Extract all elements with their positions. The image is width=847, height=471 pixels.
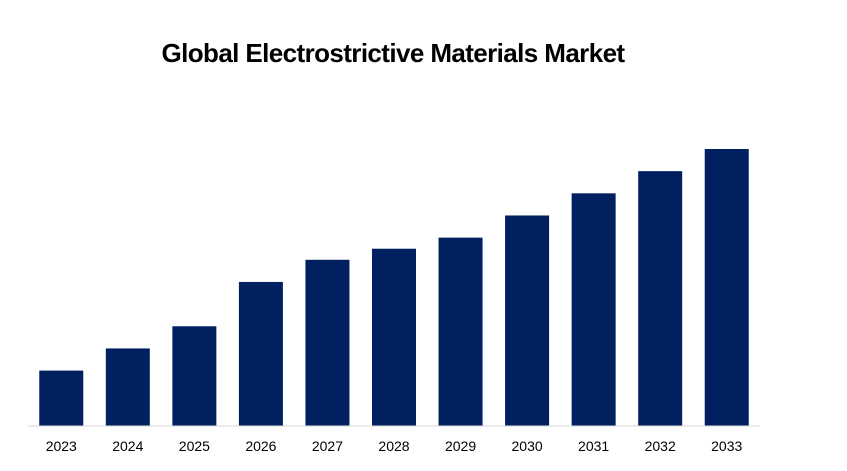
x-tick-label-2033: 2033 — [711, 438, 742, 454]
chart-title: Global Electrostrictive Materials Market — [161, 38, 626, 68]
x-tick-label-2023: 2023 — [46, 438, 77, 454]
x-tick-labels: 2023 2024 2025 2026 2027 2028 2029 2030 2031 2032… — [46, 438, 743, 454]
bars-group — [39, 149, 749, 426]
x-tick-label-2030: 2030 — [512, 438, 543, 454]
bar-2033 — [704, 149, 749, 426]
bar-2026 — [238, 281, 283, 426]
x-tick-label-2032: 2032 — [645, 438, 676, 454]
x-tick-label-2028: 2028 — [378, 438, 409, 454]
bar-2031 — [571, 193, 616, 426]
bar-2027 — [305, 259, 350, 426]
bar-2023 — [39, 370, 84, 426]
x-tick-label-2027: 2027 — [312, 438, 343, 454]
bar-2028 — [372, 248, 416, 426]
bar-2024 — [105, 348, 150, 426]
x-tick-label-2025: 2025 — [179, 438, 210, 454]
bar-2029 — [438, 237, 483, 426]
bar-2030 — [505, 215, 550, 426]
x-tick-label-2024: 2024 — [112, 438, 143, 454]
bar-2025 — [172, 326, 217, 426]
x-tick-label-2026: 2026 — [245, 438, 276, 454]
bar-2032 — [638, 171, 683, 426]
x-tick-label-2029: 2029 — [445, 438, 476, 454]
x-tick-label-2031: 2031 — [578, 438, 609, 454]
